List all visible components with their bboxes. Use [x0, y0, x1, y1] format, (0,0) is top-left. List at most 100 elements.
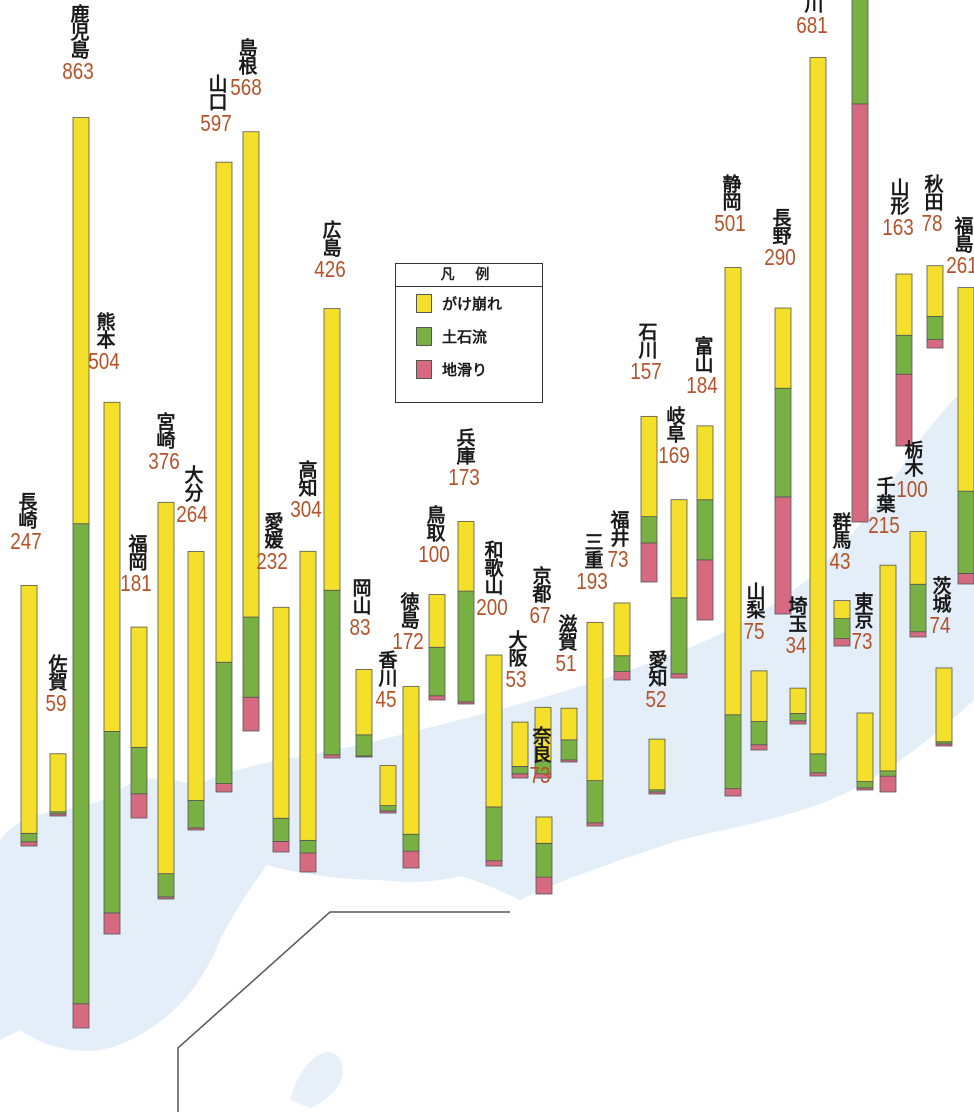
bar-segment-landslip	[534, 706, 552, 762]
bar-30	[774, 307, 792, 615]
bar-segment-landslip	[49, 753, 67, 813]
bar-segment-landslip	[895, 273, 913, 336]
legend-swatch-yellow	[416, 294, 432, 313]
bar-segment-debris-flow	[242, 616, 260, 698]
bar-12	[355, 669, 373, 758]
label-5: 宮崎 376	[142, 412, 186, 473]
label-17: 和歌山 200	[470, 540, 514, 619]
bar-segment-debris-flow	[560, 739, 578, 761]
bar-segment-debris-flow	[157, 873, 175, 898]
bar-10	[299, 550, 317, 873]
bar-14	[402, 686, 420, 869]
bar-18	[511, 721, 529, 779]
bar-36	[909, 531, 927, 638]
bar-segment-landslip	[242, 131, 260, 618]
label-7: 山口 597	[194, 74, 238, 135]
bar-segment-landslip	[402, 686, 420, 835]
prefecture-name: 大分	[181, 465, 204, 501]
bar-segment-debris-flow	[103, 731, 121, 914]
prefecture-name: 石川	[635, 322, 658, 358]
bar-segment-landslip	[103, 401, 121, 732]
prefecture-name: 滋賀	[555, 614, 578, 650]
label-39: 秋田 78	[910, 174, 954, 235]
bar-segment-landslip	[20, 585, 38, 834]
prefecture-total: 568	[230, 74, 262, 100]
bar-segment-landslip	[355, 669, 373, 736]
bar-segment-landslide	[613, 671, 631, 681]
prefecture-name: 大阪	[505, 630, 528, 666]
label-8: 島根 568	[224, 38, 268, 99]
bar-segment-landslide	[586, 822, 604, 827]
bar-segment-debris-flow	[640, 516, 658, 544]
prefecture-name: 山梨	[743, 582, 766, 618]
bar-segment-landslide	[809, 772, 827, 777]
prefecture-total: 45	[375, 686, 397, 712]
bar-segment-landslip	[560, 707, 578, 741]
legend-item-landslip: がけ崩れ	[396, 287, 542, 320]
legend-item-landslide: 地滑り	[396, 353, 542, 386]
prefecture-name: 三重	[581, 532, 604, 568]
prefecture-name: 茨城	[929, 576, 952, 612]
prefecture-name: 佐賀	[45, 654, 68, 690]
prefecture-total: 83	[349, 614, 371, 640]
bar-13	[379, 765, 397, 814]
label-26: 岐阜 169	[652, 406, 696, 467]
prefecture-name: 徳島	[397, 592, 420, 628]
label-20: 奈良 73	[518, 726, 562, 787]
prefecture-total: 501	[714, 210, 746, 236]
bar-segment-debris-flow	[355, 734, 373, 757]
prefecture-name: 富山	[691, 336, 714, 372]
bar-segment-debris-flow	[851, 0, 869, 105]
prefecture-name: 島根	[235, 38, 258, 74]
bar-segment-landslip	[670, 499, 688, 599]
prefecture-total: 75	[743, 618, 765, 644]
prefecture-total: 426	[314, 256, 346, 282]
legend-swatch-pink	[416, 360, 432, 379]
bar-1	[20, 585, 38, 847]
prefecture-name: 長野	[769, 208, 792, 244]
bar-segment-debris-flow	[895, 334, 913, 375]
bar-segment-landslide	[323, 754, 341, 759]
prefecture-total: 681	[796, 12, 828, 38]
bar-segment-landslide	[696, 559, 714, 621]
bar-segment-landslip	[586, 621, 604, 782]
bar-segment-debris-flow	[724, 714, 742, 790]
label-2: 佐賀 59	[34, 654, 78, 715]
prefecture-name: 奈良	[529, 726, 552, 762]
bar-21	[560, 707, 578, 763]
bar-segment-landslide	[72, 1003, 90, 1029]
prefecture-total: 73	[851, 628, 873, 654]
bar-33	[856, 712, 874, 791]
bar-segment-landslip	[323, 308, 341, 591]
prefecture-total: 304	[290, 496, 322, 522]
bar-38	[895, 273, 913, 447]
bar-segment-landslide	[535, 876, 553, 895]
prefecture-total: 504	[88, 348, 120, 374]
bar-segment-landslip	[157, 501, 175, 875]
bar-25	[640, 415, 658, 583]
label-27: 富山 184	[680, 336, 724, 397]
bar-segment-landslip	[724, 267, 742, 716]
prefecture-total: 73	[529, 762, 551, 788]
label-40: 福島261	[940, 216, 974, 277]
bar-27	[696, 425, 714, 621]
bar-segment-debris-flow	[72, 523, 90, 1005]
honshu-land	[170, 380, 974, 900]
bar-segment-landslip	[856, 712, 874, 782]
prefecture-name: 広島	[319, 220, 342, 256]
label-35: 千葉 215	[862, 476, 906, 537]
prefecture-name: 福岡	[125, 534, 148, 570]
prefecture-total: 53	[505, 666, 527, 692]
label-18: 大阪 53	[494, 630, 538, 691]
bar-segment-landslip	[640, 415, 658, 517]
label-22: 三重 193	[570, 532, 614, 593]
prefecture-total: 43	[829, 548, 851, 574]
prefecture-total: 193	[576, 568, 608, 594]
prefecture-total: 232	[256, 548, 288, 574]
bar-segment-landslip	[926, 265, 944, 317]
bar-segment-debris-flow	[613, 655, 631, 672]
prefecture-name: 栃木	[901, 440, 924, 476]
bar-segment-landslip	[909, 531, 927, 585]
bar-segment-landslip	[774, 307, 792, 389]
prefecture-total: 173	[448, 464, 480, 490]
